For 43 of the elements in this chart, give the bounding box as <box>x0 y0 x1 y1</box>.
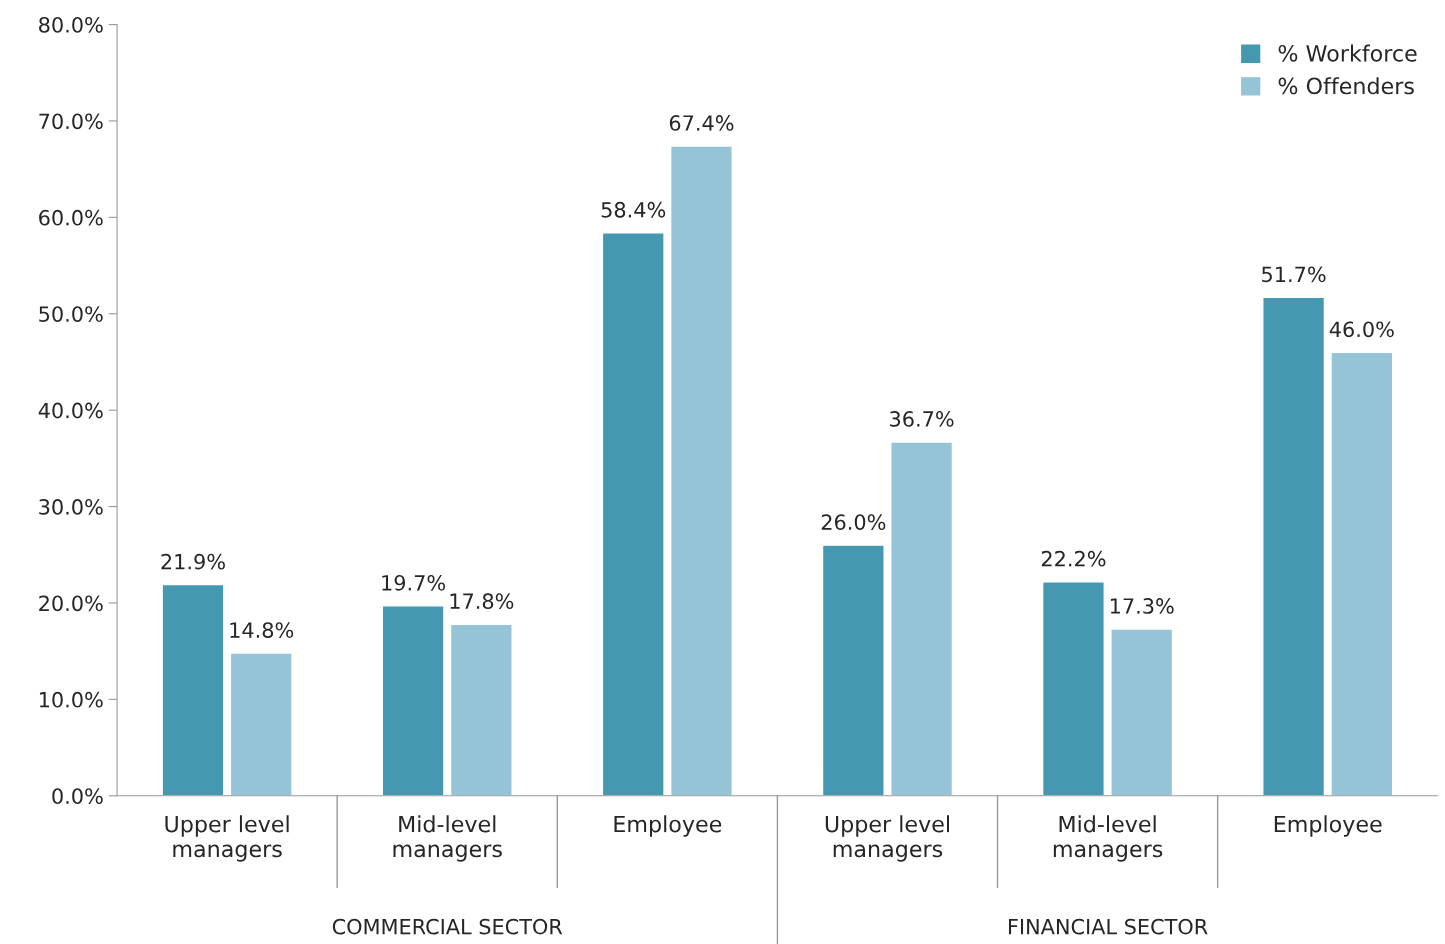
data-label: 46.0% <box>1329 321 1394 338</box>
text: COMMERCIAL SECTOR <box>332 918 563 935</box>
bar <box>1110 628 1174 796</box>
x-tick-label: Mid-level managers <box>1053 815 1163 862</box>
y-tick-label: 70.0% <box>39 113 103 130</box>
data-label: 14.8% <box>230 622 294 638</box>
data-label: 36.7% <box>890 411 954 427</box>
bar <box>669 145 733 796</box>
y-tick-label: 0.0% <box>52 788 103 804</box>
bar <box>161 583 225 796</box>
x-tick-label: Upper level managers <box>825 815 949 862</box>
data-label: 67.4% <box>669 115 734 131</box>
data-label: 51.7% <box>1262 266 1326 283</box>
y-tick-label: 80.0% <box>39 17 103 33</box>
data-label: 17.8% <box>450 593 514 610</box>
bar <box>1041 581 1105 796</box>
x-tick-label: Employee <box>614 815 722 837</box>
text: FINANCIAL SECTOR <box>1009 918 1208 935</box>
data-label: 22.2% <box>1041 550 1106 567</box>
legend-label: % Offenders <box>1278 77 1414 95</box>
y-tick-label: 40.0% <box>38 402 103 419</box>
legend-label: % Workforce <box>1278 44 1417 62</box>
y-tick-label: 20.0% <box>39 595 103 612</box>
bar <box>1330 351 1394 796</box>
y-tick-label: 30.0% <box>39 499 103 515</box>
y-tick-label: 10.0% <box>39 691 103 708</box>
bar <box>821 544 885 796</box>
data-label: 26.0% <box>821 514 886 530</box>
x-tick-label: Upper level managers <box>165 815 289 862</box>
bar <box>381 605 445 796</box>
bar <box>229 652 293 796</box>
bar <box>1262 296 1326 796</box>
y-tick-label: 60.0% <box>39 209 103 226</box>
y-tick-label: 50.0% <box>39 306 103 322</box>
data-label: 19.7% <box>382 574 446 591</box>
data-label: 21.9% <box>161 553 225 570</box>
data-label: 58.4% <box>601 201 666 218</box>
bar <box>449 623 513 796</box>
data-label: 17.3% <box>1110 598 1174 614</box>
bar <box>890 441 954 796</box>
bar <box>601 232 665 796</box>
x-tick-label: Mid-level managers <box>393 815 502 862</box>
x-tick-label: Employee <box>1274 815 1382 837</box>
